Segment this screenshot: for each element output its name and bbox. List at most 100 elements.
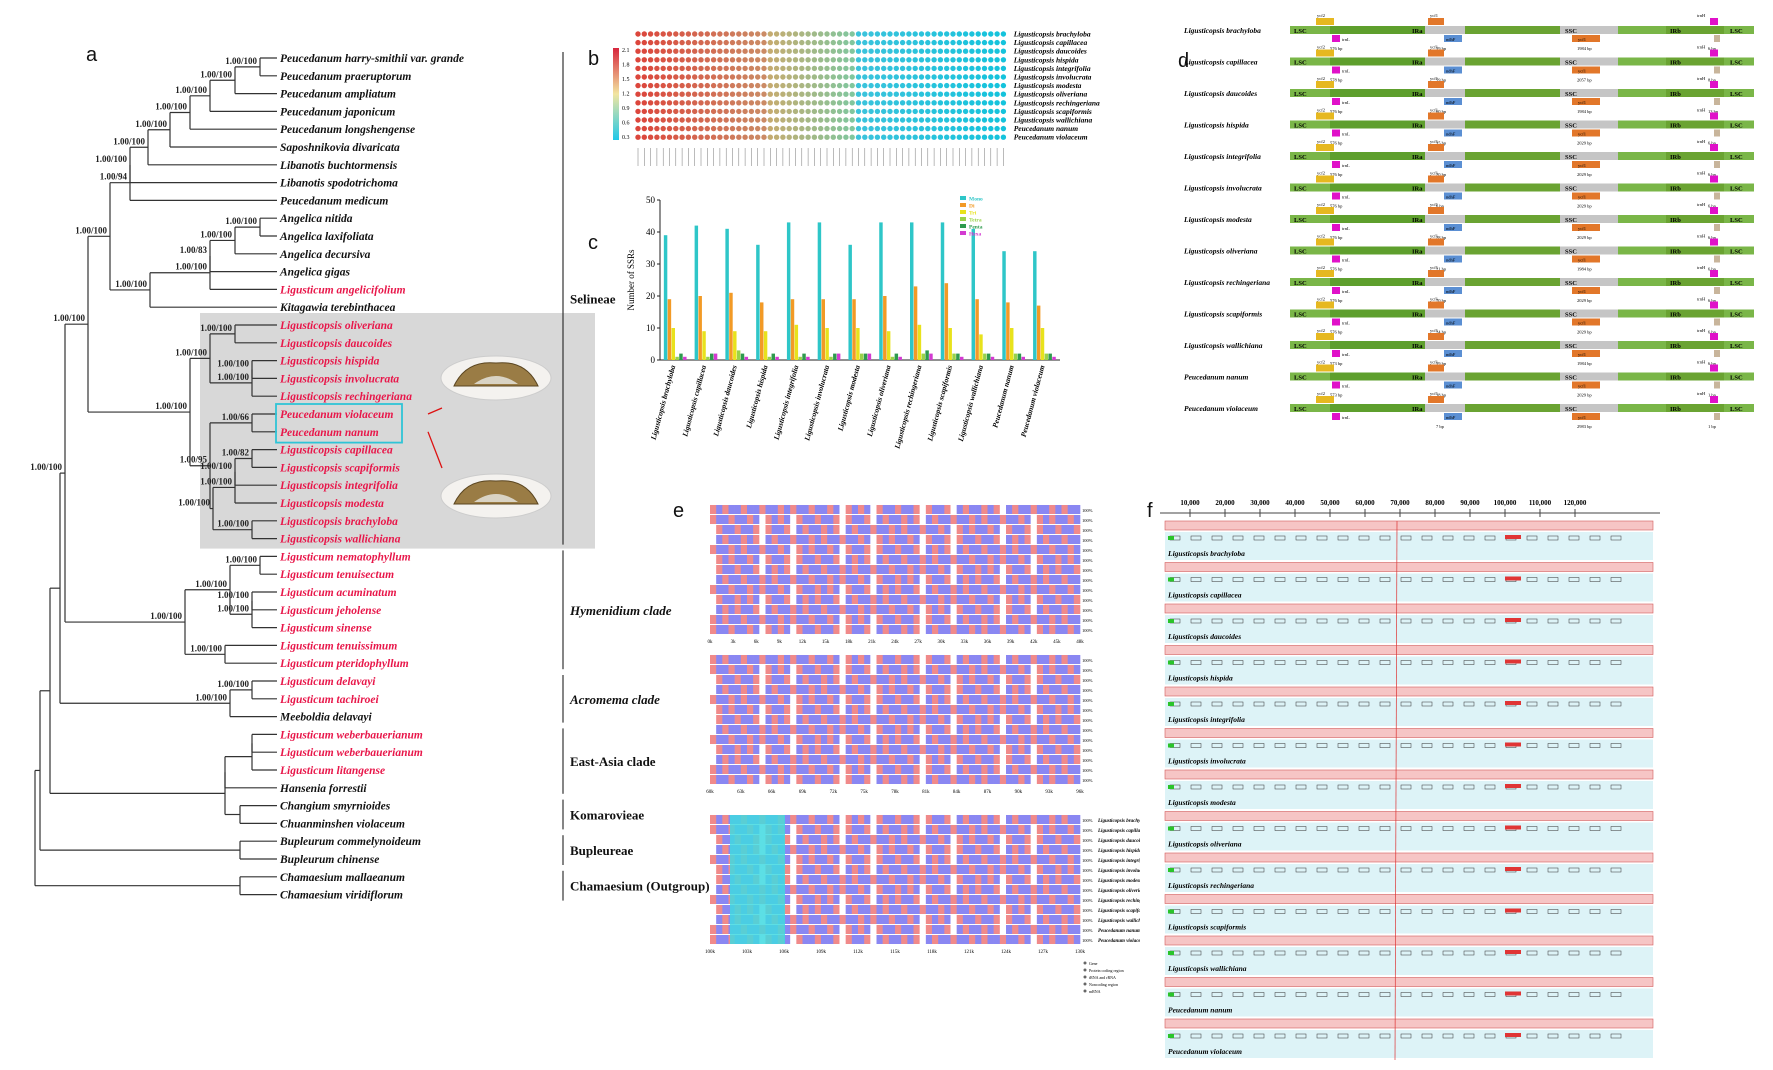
alignment-cell <box>790 505 797 514</box>
region-segment <box>1724 404 1754 412</box>
alignment-cell <box>759 745 766 754</box>
codon-dot <box>755 91 761 97</box>
alignment-cell <box>716 675 723 684</box>
alignment-cell <box>932 935 939 944</box>
alignment-cell <box>1073 505 1081 514</box>
gene-box <box>1337 867 1349 873</box>
alignment-cell <box>827 935 834 944</box>
alignment-cell <box>888 625 896 634</box>
alignment-cell <box>1061 815 1068 824</box>
region-segment <box>1618 89 1666 97</box>
codon-dot <box>906 108 912 115</box>
taxon-label: Ligusticum pteridophyllum <box>279 658 409 670</box>
codon-dot <box>755 39 761 46</box>
alignment-cell <box>802 515 809 524</box>
region-segment <box>1560 26 1618 34</box>
gene-box <box>1505 535 1521 539</box>
percent-label: 100% <box>1082 508 1093 513</box>
alignment-cell <box>938 745 945 754</box>
codon-dot <box>641 100 647 106</box>
alignment-cell <box>777 585 785 594</box>
codon-dot <box>855 91 862 97</box>
alignment-cell <box>710 515 717 524</box>
codon-dot <box>818 100 824 106</box>
alignment-cell <box>728 675 735 684</box>
alignment-cell <box>1043 665 1050 674</box>
alignment-cell <box>808 775 816 784</box>
codon-dot <box>843 48 849 54</box>
alignment-cell <box>1036 505 1044 514</box>
group-label: East-Asia clade <box>570 754 656 769</box>
alignment-cell <box>901 525 908 534</box>
alignment-cell <box>1055 545 1062 554</box>
codon-dot <box>729 31 736 37</box>
codon-dot <box>685 125 692 132</box>
alignment-cell <box>858 885 865 894</box>
alignment-cell <box>962 505 970 514</box>
category-label: Ligusticopsis involucrata <box>802 364 831 443</box>
region-label: LSC <box>1294 343 1307 350</box>
gene-box <box>1714 161 1720 168</box>
alignment-cell <box>1036 835 1044 844</box>
alignment-cell <box>907 665 914 674</box>
axis-label: 39k <box>1007 640 1015 645</box>
alignment-cell <box>1018 595 1025 604</box>
alignment-cell <box>1049 555 1056 564</box>
region-label: IRa <box>1412 123 1423 130</box>
category-label: Ligusticopsis daucoides <box>711 364 739 438</box>
codon-dot <box>742 108 748 115</box>
alignment-cell <box>907 545 914 554</box>
codon-dot <box>925 57 931 63</box>
alignment-cell <box>1055 935 1062 944</box>
alignment-cell <box>814 825 822 834</box>
codon-dot <box>824 57 830 63</box>
region-label: IRb <box>1670 280 1681 287</box>
region-segment <box>1290 26 1330 34</box>
codon-dot <box>950 65 956 72</box>
alignment-cell <box>765 575 772 584</box>
alignment-cell <box>1006 725 1013 734</box>
alignment-cell <box>716 595 723 604</box>
species-label: Ligusticopsis capillacea <box>1097 829 1140 834</box>
codon-dot <box>874 125 881 132</box>
alignment-cell <box>1030 605 1038 614</box>
codon-dot <box>887 100 893 106</box>
bar <box>744 356 749 360</box>
gene-box <box>1463 784 1475 790</box>
alignment-cell <box>938 615 945 624</box>
alignment-cell <box>722 765 729 774</box>
species-label: Ligusticopsis brachyloba <box>1167 549 1245 558</box>
alignment-cell <box>864 755 871 764</box>
alignment-cell <box>833 695 840 704</box>
alignment-cell <box>925 575 933 584</box>
alignment-cell <box>895 865 902 874</box>
codon-dot <box>906 39 912 46</box>
alignment-cell <box>753 615 760 624</box>
taxon-label: Ligusticopsis oliveriana <box>279 320 393 332</box>
bar <box>733 331 737 360</box>
gene-box <box>1316 49 1334 57</box>
codon-dot <box>988 39 994 46</box>
alignment-cell <box>919 845 927 854</box>
codon-dot <box>641 57 647 63</box>
alignment-cell <box>999 555 1007 564</box>
alignment-cell <box>802 885 809 894</box>
alignment-cell <box>845 735 853 744</box>
alignment-cell <box>876 685 883 694</box>
alignment-cell <box>901 835 908 844</box>
alignment-cell <box>790 695 797 704</box>
gene-box <box>1337 784 1349 790</box>
alignment-cell <box>870 765 877 774</box>
region-segment <box>1425 341 1465 349</box>
track-bg <box>1165 1030 1653 1058</box>
y-tick-label: 20 <box>646 291 656 301</box>
alignment-cell <box>833 745 840 754</box>
gene-box <box>1211 909 1223 914</box>
alignment-cell <box>932 885 939 894</box>
alignment-cell <box>925 765 933 774</box>
alignment-cell <box>864 715 871 724</box>
codon-dot <box>799 82 805 89</box>
gene-box <box>1463 992 1475 997</box>
codon-dot <box>931 48 937 54</box>
alignment-cell <box>1055 575 1062 584</box>
